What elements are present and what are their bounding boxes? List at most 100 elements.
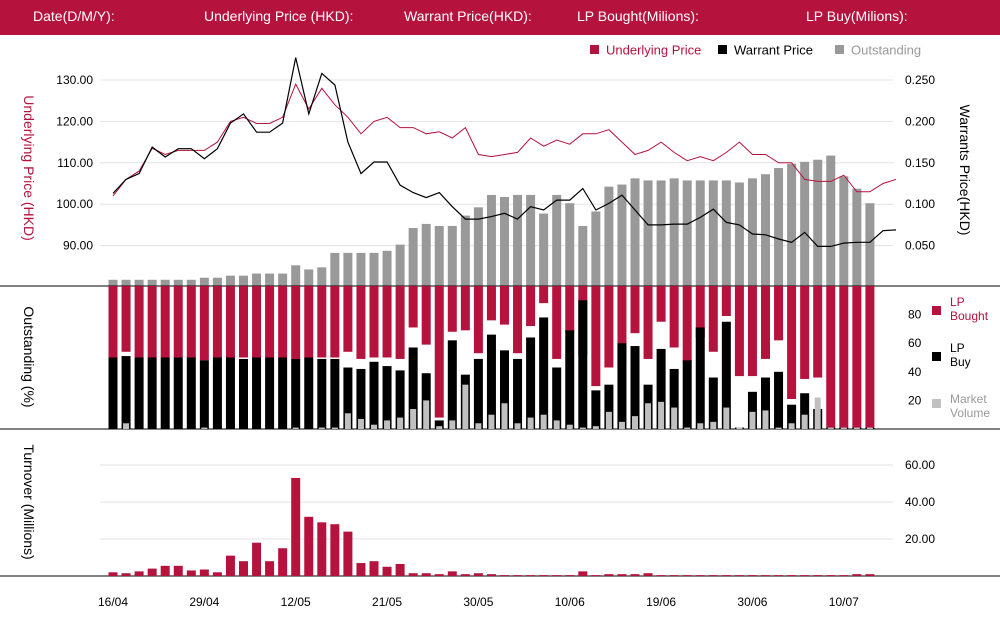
- lp-buy-bar: [173, 357, 183, 429]
- market-volume-bar: [423, 400, 430, 429]
- market-volume-bar: [762, 410, 769, 429]
- lp-bought-bar: [486, 286, 496, 321]
- outstanding-bar: [839, 176, 849, 286]
- lp-buy-bar: [787, 404, 797, 429]
- outstanding-bar: [578, 225, 588, 286]
- turnover-bar: [356, 563, 366, 576]
- lp-buy-bar: [447, 340, 457, 429]
- turnover-bar: [239, 561, 248, 576]
- lp-ytick: 20: [908, 393, 922, 407]
- market-volume-bar: [527, 417, 534, 429]
- market-volume-bar: [514, 423, 521, 429]
- lp-bought-bar: [239, 286, 248, 358]
- lp-bought-bar: [747, 286, 757, 377]
- turnover-bar: [186, 570, 196, 576]
- market-volume-bar: [710, 421, 717, 429]
- lp-bought-bar: [500, 286, 509, 325]
- lp-bought-bar: [643, 286, 653, 359]
- market-volume-bar: [658, 401, 665, 429]
- turnover-bar: [591, 575, 601, 576]
- market-volume-bar: [344, 413, 351, 429]
- lp-bought-bar: [617, 286, 627, 367]
- price-ytick-right: 0.250: [905, 73, 935, 87]
- market-volume-bar: [292, 427, 299, 429]
- outstanding-bar: [395, 244, 405, 286]
- turnover-bar: [369, 561, 379, 576]
- lp-bought-bar: [291, 286, 301, 359]
- lp-bought-bar: [721, 286, 731, 317]
- outstanding-bar: [826, 155, 836, 286]
- lp-bought-bar: [421, 286, 431, 345]
- lp-buy-bar: [121, 356, 131, 429]
- turnover-bar: [160, 565, 170, 576]
- outstanding-bar: [787, 163, 797, 286]
- market-volume-bar: [684, 427, 691, 429]
- lp-bought-bar: [526, 286, 536, 327]
- underlying-price-label: Underlying Price (HKD):: [204, 8, 354, 24]
- lp-bought-bar: [774, 286, 784, 341]
- outstanding-bar: [865, 203, 875, 286]
- outstanding-bar: [343, 252, 353, 286]
- legend-lp-bought-swatch: [932, 306, 941, 315]
- turnover-bar: [382, 566, 392, 576]
- price-ytick-right: 0.050: [905, 239, 935, 253]
- turnover-bar: [252, 542, 262, 576]
- lp-buy-bar: [291, 358, 301, 429]
- lp-buy-bar: [369, 361, 379, 429]
- date-tick: 21/05: [372, 595, 402, 609]
- lp-bought-bar: [212, 286, 222, 358]
- lp-bought-bar: [826, 286, 836, 428]
- outstanding-bar: [486, 194, 496, 286]
- turnover-bar: [839, 575, 849, 576]
- turnover-bar: [865, 574, 875, 576]
- lp-buy-bar: [343, 367, 353, 429]
- turnover-bar: [774, 575, 784, 576]
- lp-buy-bar: [147, 357, 157, 429]
- outstanding-bar: [630, 178, 640, 286]
- market-volume-bar: [357, 418, 364, 429]
- lp-bought-bar: [852, 286, 862, 428]
- date-tick: 29/04: [189, 595, 219, 609]
- lp-bought-bar: [865, 286, 875, 428]
- lp-buy-bar: [252, 357, 262, 429]
- outstanding-bar: [721, 180, 731, 286]
- turnover-bar: [500, 575, 509, 576]
- outstanding-bar: [212, 277, 222, 286]
- turnover-ytick: 20.00: [905, 532, 935, 546]
- market-volume-bar: [318, 427, 325, 429]
- outstanding-bar: [813, 159, 823, 286]
- lp-bought-bar: [604, 286, 614, 368]
- turnover-bar: [317, 522, 327, 576]
- market-volume-bar: [201, 427, 208, 429]
- lp-bought-bar: [787, 286, 797, 399]
- market-volume-bar: [553, 420, 560, 429]
- turnover-bar: [761, 575, 770, 576]
- market-volume-bar: [436, 426, 443, 429]
- lp-bought-bar: [473, 286, 483, 354]
- lp-bought-bar: [734, 286, 744, 377]
- outstanding-bar: [526, 194, 536, 286]
- outstanding-bar: [369, 252, 379, 286]
- turnover-bar: [447, 571, 457, 576]
- legend-market-volume-line1: Market: [950, 392, 987, 406]
- turnover-gridlines: [100, 464, 893, 540]
- market-volume-bar: [462, 384, 469, 429]
- lp-bought-bar: [186, 286, 196, 358]
- market-volume-bar: [840, 427, 847, 429]
- market-volume-bar: [397, 417, 404, 429]
- date-axis-ticks: 16/04 29/04 12/05 21/05 30/05 10/06 19/06 30/06…: [98, 595, 859, 609]
- market-volume-bar: [123, 423, 130, 429]
- legend-lp-buy-label: LP Buy: [950, 341, 971, 369]
- lp-bars: [108, 286, 875, 429]
- market-volume-bar: [697, 423, 704, 429]
- lp-bought-bar: [761, 286, 770, 359]
- warrant-chart: Underlying Price Warrant Price Outstandi…: [0, 43, 1000, 609]
- lp-bought-bar: [278, 286, 288, 358]
- lp-bought-bar: [369, 286, 379, 358]
- lp-buy-label: LP Buy(Milions):: [806, 8, 908, 24]
- market-volume-bar: [605, 411, 612, 429]
- turnover-bars: [108, 477, 875, 576]
- turnover-bar: [486, 574, 496, 576]
- lp-buy-bar: [304, 357, 314, 429]
- lp-buy-bar: [500, 350, 509, 429]
